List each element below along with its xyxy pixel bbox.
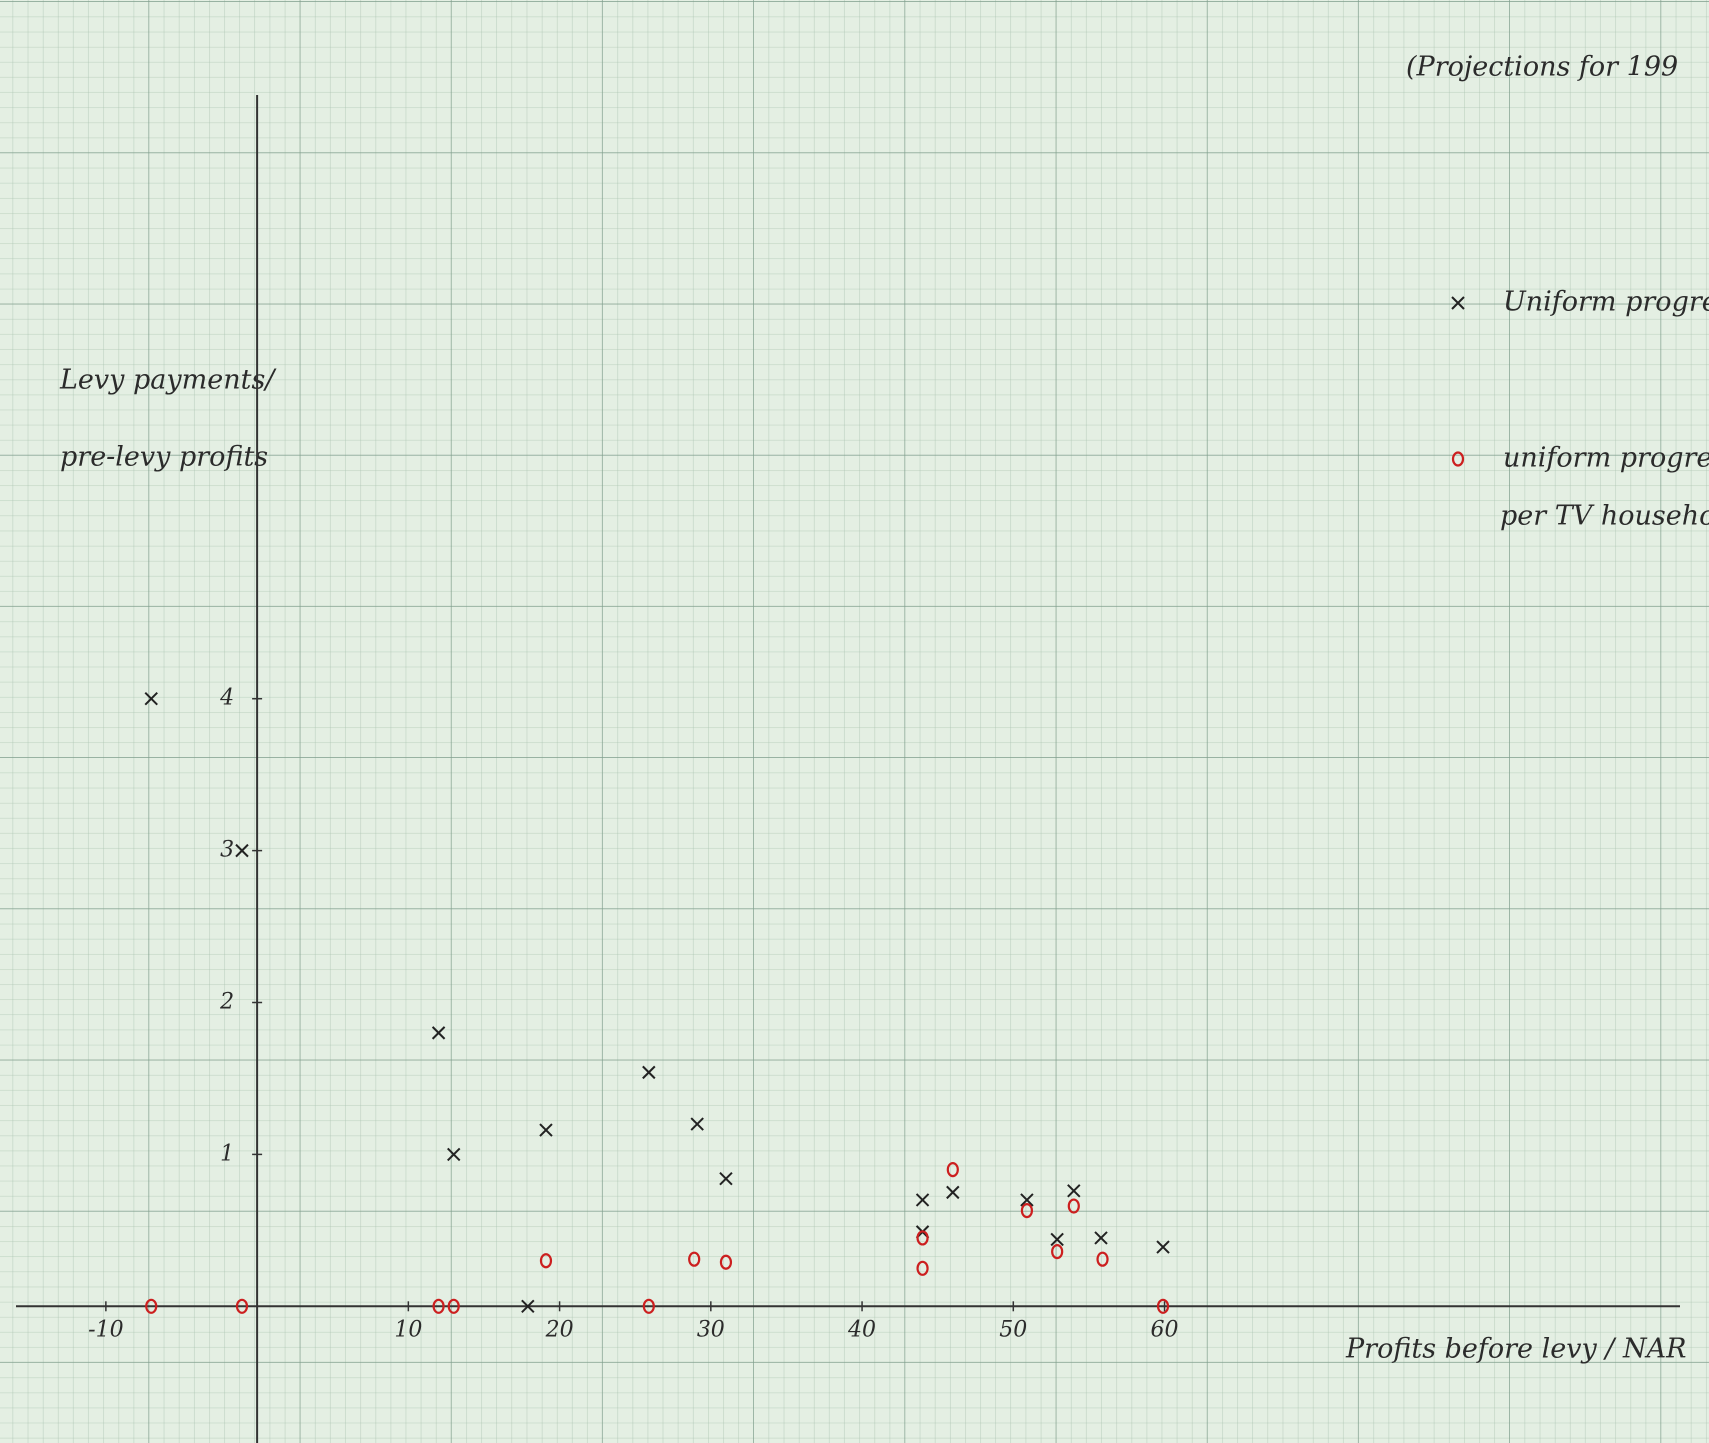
- y-tick-label: 2: [219, 990, 234, 1015]
- y-tick-label: 1: [220, 1141, 234, 1166]
- y-tick-label: 4: [219, 686, 234, 711]
- x-tick-label: 60: [1151, 1317, 1179, 1342]
- x-tick-label: 20: [545, 1317, 574, 1342]
- legend-label: Uniform progress: [1503, 287, 1709, 318]
- x-tick-label: 10: [394, 1317, 422, 1342]
- x-axis-label: Profits before levy / NAR: [1345, 1334, 1686, 1365]
- legend-label: uniform progress: [1503, 443, 1709, 474]
- y-axis-label: Levy payments/: [59, 365, 277, 396]
- x-tick-label: -10: [88, 1317, 123, 1342]
- x-tick-label: 50: [999, 1317, 1027, 1342]
- y-axis-label: pre-levy profits: [60, 442, 268, 473]
- x-tick-label: 40: [847, 1317, 876, 1342]
- chart: (Projections for 199 Levy payments/ pre-…: [0, 0, 1709, 1443]
- legend-note: per TV househol: [1500, 501, 1709, 532]
- y-tick-label: 3: [220, 838, 234, 863]
- page: {"chart_data": { "type": "scatter", "tit…: [0, 0, 1709, 1443]
- x-tick-label: 30: [697, 1317, 725, 1342]
- chart-title: (Projections for 199: [1406, 52, 1678, 83]
